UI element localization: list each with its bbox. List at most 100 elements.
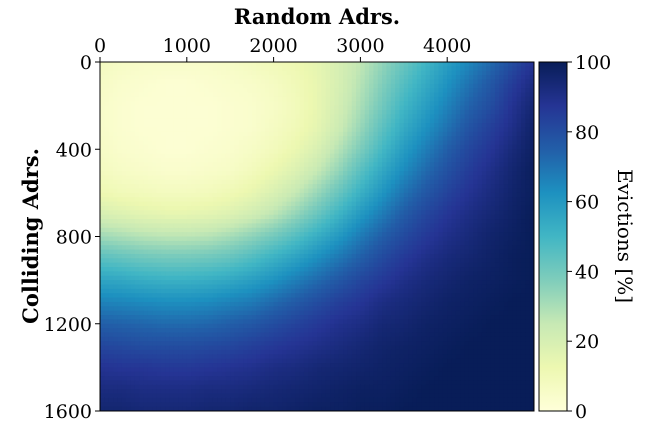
heatmap-cell — [377, 219, 383, 225]
heatmap-cell — [282, 101, 288, 107]
heatmap-cell — [212, 184, 218, 190]
heatmap-cell — [169, 245, 175, 251]
heatmap-cell — [277, 275, 283, 281]
heatmap-cell — [182, 79, 188, 85]
heatmap-cell — [512, 249, 518, 255]
heatmap-cell — [199, 236, 205, 242]
heatmap-cell — [139, 232, 144, 238]
heatmap-cell — [395, 201, 401, 207]
heatmap-cell — [481, 144, 487, 150]
heatmap-cell — [512, 253, 518, 259]
heatmap-cell — [434, 166, 440, 172]
heatmap-cell — [286, 223, 292, 229]
heatmap-cell — [507, 271, 513, 277]
heatmap-cell — [212, 210, 218, 216]
heatmap-cell — [356, 62, 361, 67]
heatmap-cell — [451, 118, 457, 124]
heatmap-cell — [225, 262, 231, 268]
heatmap-cell — [382, 83, 388, 89]
heatmap-cell — [481, 210, 487, 216]
heatmap-cell — [442, 192, 448, 198]
heatmap-cell — [295, 179, 301, 185]
heatmap-cell — [260, 153, 266, 159]
heatmap-cell — [191, 70, 197, 76]
heatmap-cell — [234, 245, 240, 251]
heatmap-cell — [395, 192, 401, 198]
heatmap-cell — [364, 184, 370, 190]
heatmap-cell — [460, 214, 466, 220]
heatmap-cell — [347, 92, 353, 98]
heatmap-cell — [468, 197, 474, 203]
heatmap-cell — [282, 236, 288, 242]
heatmap-cell — [182, 75, 188, 81]
heatmap-cell — [325, 109, 331, 115]
heatmap-cell — [182, 101, 188, 107]
heatmap-cell — [520, 275, 526, 281]
heatmap-cell — [421, 179, 427, 185]
heatmap-cell — [121, 227, 127, 233]
heatmap-cell — [399, 96, 405, 102]
heatmap-cell — [282, 271, 288, 277]
heatmap-cell — [408, 236, 414, 242]
heatmap-cell — [382, 171, 388, 177]
heatmap-cell — [113, 144, 118, 150]
heatmap-cell — [143, 223, 149, 229]
heatmap-cell — [525, 205, 531, 211]
heatmap-cell — [104, 101, 110, 107]
heatmap-cell — [212, 70, 218, 76]
heatmap-cell — [264, 240, 270, 246]
heatmap-cell — [113, 253, 118, 259]
heatmap-cell — [438, 197, 444, 203]
heatmap-cell — [169, 109, 175, 115]
heatmap-cell — [126, 201, 131, 207]
heatmap-cell — [503, 236, 509, 242]
heatmap-cell — [156, 162, 162, 168]
heatmap-cell — [286, 219, 292, 225]
heatmap-cell — [108, 83, 114, 89]
heatmap-cell — [525, 123, 531, 129]
heatmap-cell — [408, 88, 414, 94]
heatmap-cell — [264, 114, 270, 120]
heatmap-cell — [338, 153, 344, 159]
heatmap-cell — [113, 62, 118, 67]
heatmap-cell — [113, 149, 118, 155]
heatmap-cell — [208, 236, 214, 242]
heatmap-cell — [134, 236, 140, 242]
heatmap-cell — [282, 210, 288, 216]
heatmap-cell — [373, 92, 379, 98]
heatmap-cell — [425, 162, 431, 168]
heatmap-cell — [507, 236, 513, 242]
heatmap-cell — [520, 210, 526, 216]
heatmap-cell — [512, 232, 518, 238]
heatmap-cell — [217, 136, 223, 142]
heatmap-cell — [464, 271, 470, 277]
heatmap-cell — [165, 232, 171, 238]
heatmap-cell — [303, 118, 309, 124]
heatmap-cell — [113, 201, 118, 207]
heatmap-cell — [217, 197, 223, 203]
heatmap-cell — [247, 118, 253, 124]
heatmap-cell — [403, 232, 409, 238]
heatmap-cell — [395, 188, 401, 194]
heatmap-cell — [486, 62, 492, 67]
heatmap-cell — [238, 236, 244, 242]
heatmap-cell — [225, 275, 231, 281]
heatmap-cell — [356, 184, 361, 190]
heatmap-cell — [108, 109, 114, 115]
heatmap-cell — [117, 171, 123, 177]
heatmap-cell — [369, 205, 375, 211]
heatmap-cell — [113, 131, 118, 137]
heatmap-cell — [382, 118, 388, 124]
heatmap-cell — [429, 144, 435, 150]
heatmap-cell — [386, 271, 392, 277]
heatmap-cell — [251, 114, 257, 120]
heatmap-cell — [243, 227, 249, 233]
heatmap-cell — [130, 179, 136, 185]
heatmap-cell — [256, 66, 262, 72]
heatmap-cell — [468, 267, 474, 272]
heatmap-cell — [204, 153, 210, 159]
heatmap-cell — [225, 88, 231, 94]
heatmap-cell — [455, 179, 461, 185]
heatmap-cell — [507, 149, 513, 155]
heatmap-cell — [130, 232, 136, 238]
